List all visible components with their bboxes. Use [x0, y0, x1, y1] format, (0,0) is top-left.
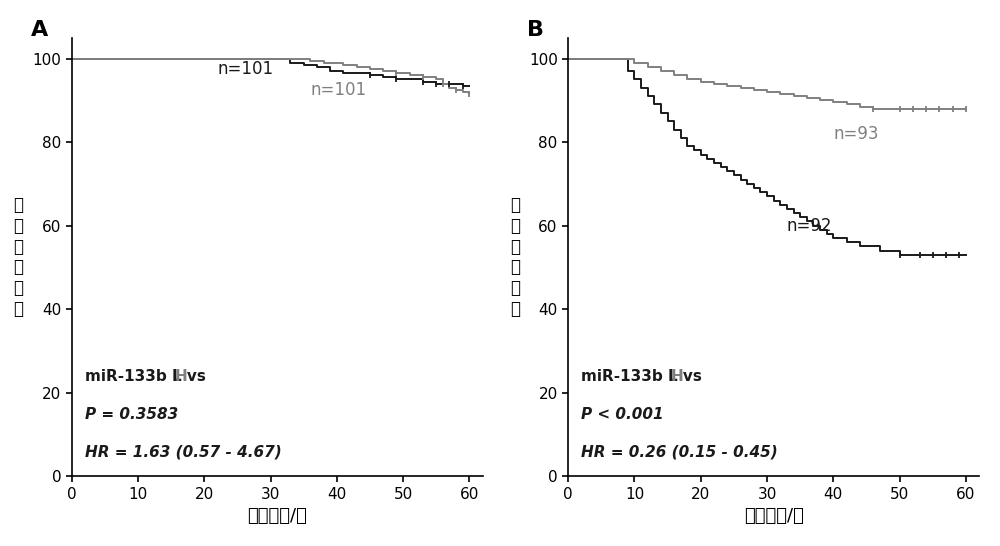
Text: n=93: n=93: [833, 124, 879, 143]
Text: n=92: n=92: [787, 217, 832, 235]
Text: P < 0.001: P < 0.001: [581, 407, 664, 422]
Text: 累
积
生
存
率
％: 累 积 生 存 率 ％: [13, 196, 23, 318]
Text: n=101: n=101: [217, 60, 274, 78]
Text: n=101: n=101: [310, 81, 366, 99]
Text: HR = 1.63 (0.57 - 4.67): HR = 1.63 (0.57 - 4.67): [85, 444, 282, 460]
Text: P = 0.3583: P = 0.3583: [85, 407, 178, 422]
X-axis label: 生存时间/月: 生存时间/月: [247, 507, 307, 525]
X-axis label: 生存时间/月: 生存时间/月: [744, 507, 804, 525]
Text: B: B: [527, 20, 544, 40]
Text: H: H: [671, 369, 684, 384]
Text: miR-133b L vs: miR-133b L vs: [581, 369, 708, 384]
Text: 累
积
生
存
率
％: 累 积 生 存 率 ％: [510, 196, 520, 318]
Text: miR-133b L vs: miR-133b L vs: [85, 369, 211, 384]
Text: A: A: [31, 20, 48, 40]
Text: H: H: [174, 369, 187, 384]
Text: HR = 0.26 (0.15 - 0.45): HR = 0.26 (0.15 - 0.45): [581, 444, 778, 460]
